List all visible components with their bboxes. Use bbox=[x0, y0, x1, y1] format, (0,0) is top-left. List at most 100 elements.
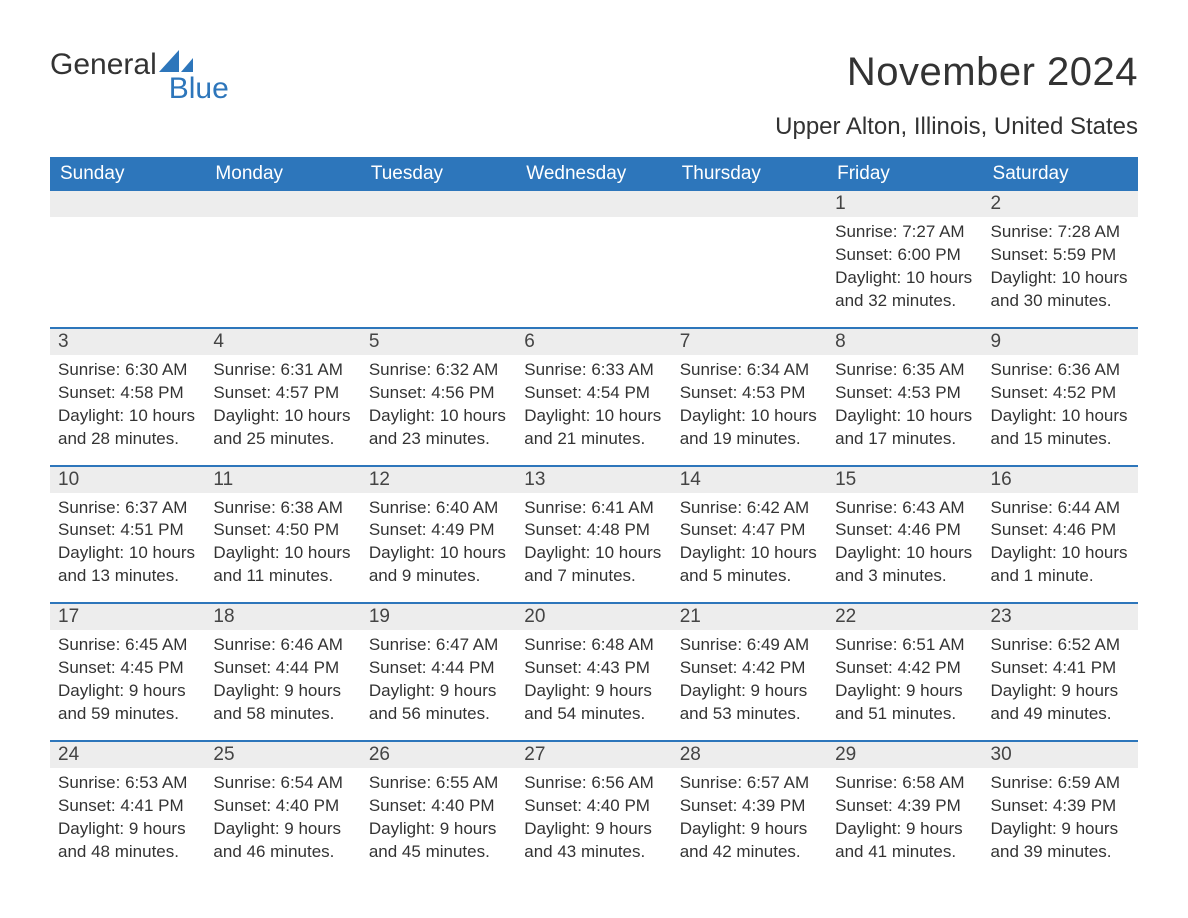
daylight-text: Daylight: 9 hours and 43 minutes. bbox=[524, 818, 663, 864]
day-details: Sunrise: 6:59 AMSunset: 4:39 PMDaylight:… bbox=[983, 768, 1138, 864]
day-cell bbox=[50, 191, 205, 313]
sunrise-text: Sunrise: 6:34 AM bbox=[680, 359, 819, 382]
day-number: 30 bbox=[983, 742, 1138, 768]
days-of-week-header: Sunday Monday Tuesday Wednesday Thursday… bbox=[50, 157, 1138, 191]
day-details: Sunrise: 7:28 AMSunset: 5:59 PMDaylight:… bbox=[983, 217, 1138, 313]
day-details: Sunrise: 6:42 AMSunset: 4:47 PMDaylight:… bbox=[672, 493, 827, 589]
sunset-text: Sunset: 4:49 PM bbox=[369, 519, 508, 542]
daylight-text: Daylight: 9 hours and 58 minutes. bbox=[213, 680, 352, 726]
day-details: Sunrise: 6:41 AMSunset: 4:48 PMDaylight:… bbox=[516, 493, 671, 589]
sunrise-text: Sunrise: 7:27 AM bbox=[835, 221, 974, 244]
sunset-text: Sunset: 4:39 PM bbox=[680, 795, 819, 818]
sunrise-text: Sunrise: 6:48 AM bbox=[524, 634, 663, 657]
day-cell: 30Sunrise: 6:59 AMSunset: 4:39 PMDayligh… bbox=[983, 742, 1138, 864]
sunset-text: Sunset: 4:46 PM bbox=[835, 519, 974, 542]
brand-word2: Blue bbox=[169, 75, 229, 102]
day-number: 3 bbox=[50, 329, 205, 355]
day-details: Sunrise: 6:31 AMSunset: 4:57 PMDaylight:… bbox=[205, 355, 360, 451]
sunrise-text: Sunrise: 6:59 AM bbox=[991, 772, 1130, 795]
sunset-text: Sunset: 4:40 PM bbox=[213, 795, 352, 818]
dow-saturday: Saturday bbox=[983, 157, 1138, 191]
day-cell: 16 Sunrise: 6:44 AMSunset: 4:46 PMDayligh… bbox=[983, 467, 1138, 589]
day-details: Sunrise: 6:36 AMSunset: 4:52 PMDaylight:… bbox=[983, 355, 1138, 451]
day-cell: 12Sunrise: 6:40 AMSunset: 4:49 PMDayligh… bbox=[361, 467, 516, 589]
week-row: 1Sunrise: 7:27 AMSunset: 6:00 PMDaylight… bbox=[50, 191, 1138, 327]
sunset-text: Sunset: 5:59 PM bbox=[991, 244, 1130, 267]
page-header: General Blue November 2024 Upper Alton, … bbox=[50, 50, 1138, 151]
day-cell: 25Sunrise: 6:54 AMSunset: 4:40 PMDayligh… bbox=[205, 742, 360, 864]
dow-thursday: Thursday bbox=[672, 157, 827, 191]
sunrise-text: Sunrise: 6:40 AM bbox=[369, 497, 508, 520]
sunset-text: Sunset: 4:47 PM bbox=[680, 519, 819, 542]
sunrise-text: Sunrise: 6:35 AM bbox=[835, 359, 974, 382]
day-number: 6 bbox=[516, 329, 671, 355]
day-details: Sunrise: 6:32 AMSunset: 4:56 PMDaylight:… bbox=[361, 355, 516, 451]
sunset-text: Sunset: 4:48 PM bbox=[524, 519, 663, 542]
daylight-text: Daylight: 10 hours and 30 minutes. bbox=[991, 267, 1130, 313]
daylight-text: Daylight: 10 hours and 3 minutes. bbox=[835, 542, 974, 588]
day-details: Sunrise: 6:53 AMSunset: 4:41 PMDaylight:… bbox=[50, 768, 205, 864]
day-cell bbox=[205, 191, 360, 313]
sunset-text: Sunset: 4:58 PM bbox=[58, 382, 197, 405]
daylight-text: Daylight: 10 hours and 1 minute. bbox=[991, 542, 1130, 588]
day-number: 23 bbox=[983, 604, 1138, 630]
daylight-text: Daylight: 10 hours and 28 minutes. bbox=[58, 405, 197, 451]
day-number: 16 bbox=[983, 467, 1138, 493]
sunset-text: Sunset: 6:00 PM bbox=[835, 244, 974, 267]
day-cell: 22Sunrise: 6:51 AMSunset: 4:42 PMDayligh… bbox=[827, 604, 982, 726]
day-number: 11 bbox=[205, 467, 360, 493]
day-cell bbox=[361, 191, 516, 313]
daylight-text: Daylight: 10 hours and 19 minutes. bbox=[680, 405, 819, 451]
day-cell: 7Sunrise: 6:34 AMSunset: 4:53 PMDaylight… bbox=[672, 329, 827, 451]
day-number bbox=[50, 191, 205, 217]
day-cell: 10Sunrise: 6:37 AMSunset: 4:51 PMDayligh… bbox=[50, 467, 205, 589]
day-details: Sunrise: 6:51 AMSunset: 4:42 PMDaylight:… bbox=[827, 630, 982, 726]
sunrise-text: Sunrise: 6:58 AM bbox=[835, 772, 974, 795]
day-cell: 18Sunrise: 6:46 AMSunset: 4:44 PMDayligh… bbox=[205, 604, 360, 726]
daylight-text: Daylight: 9 hours and 41 minutes. bbox=[835, 818, 974, 864]
day-cell: 9Sunrise: 6:36 AMSunset: 4:52 PMDaylight… bbox=[983, 329, 1138, 451]
sunset-text: Sunset: 4:52 PM bbox=[991, 382, 1130, 405]
day-details: Sunrise: 6:47 AMSunset: 4:44 PMDaylight:… bbox=[361, 630, 516, 726]
day-details: Sunrise: 6:30 AMSunset: 4:58 PMDaylight:… bbox=[50, 355, 205, 451]
sunrise-text: Sunrise: 6:38 AM bbox=[213, 497, 352, 520]
sunrise-text: Sunrise: 6:55 AM bbox=[369, 772, 508, 795]
day-cell: 23Sunrise: 6:52 AMSunset: 4:41 PMDayligh… bbox=[983, 604, 1138, 726]
sunset-text: Sunset: 4:44 PM bbox=[369, 657, 508, 680]
daylight-text: Daylight: 10 hours and 15 minutes. bbox=[991, 405, 1130, 451]
dow-wednesday: Wednesday bbox=[516, 157, 671, 191]
daylight-text: Daylight: 9 hours and 53 minutes. bbox=[680, 680, 819, 726]
sunset-text: Sunset: 4:57 PM bbox=[213, 382, 352, 405]
daylight-text: Daylight: 10 hours and 9 minutes. bbox=[369, 542, 508, 588]
day-cell bbox=[516, 191, 671, 313]
sunrise-text: Sunrise: 6:57 AM bbox=[680, 772, 819, 795]
day-details: Sunrise: 6:45 AMSunset: 4:45 PMDaylight:… bbox=[50, 630, 205, 726]
sunset-text: Sunset: 4:46 PM bbox=[991, 519, 1130, 542]
day-details: Sunrise: 6:40 AMSunset: 4:49 PMDaylight:… bbox=[361, 493, 516, 589]
daylight-text: Daylight: 10 hours and 17 minutes. bbox=[835, 405, 974, 451]
sunset-text: Sunset: 4:43 PM bbox=[524, 657, 663, 680]
day-cell: 1Sunrise: 7:27 AMSunset: 6:00 PMDaylight… bbox=[827, 191, 982, 313]
sunset-text: Sunset: 4:40 PM bbox=[369, 795, 508, 818]
day-number: 25 bbox=[205, 742, 360, 768]
day-details: Sunrise: 6:54 AMSunset: 4:40 PMDaylight:… bbox=[205, 768, 360, 864]
day-cell: 15Sunrise: 6:43 AMSunset: 4:46 PMDayligh… bbox=[827, 467, 982, 589]
day-number: 9 bbox=[983, 329, 1138, 355]
sunrise-text: Sunrise: 6:30 AM bbox=[58, 359, 197, 382]
day-cell: 21Sunrise: 6:49 AMSunset: 4:42 PMDayligh… bbox=[672, 604, 827, 726]
dow-monday: Monday bbox=[205, 157, 360, 191]
sunrise-text: Sunrise: 6:43 AM bbox=[835, 497, 974, 520]
day-number: 21 bbox=[672, 604, 827, 630]
sunset-text: Sunset: 4:39 PM bbox=[835, 795, 974, 818]
day-details: Sunrise: 6:35 AMSunset: 4:53 PMDaylight:… bbox=[827, 355, 982, 451]
daylight-text: Daylight: 10 hours and 25 minutes. bbox=[213, 405, 352, 451]
daylight-text: Daylight: 9 hours and 56 minutes. bbox=[369, 680, 508, 726]
day-number: 1 bbox=[827, 191, 982, 217]
day-number: 29 bbox=[827, 742, 982, 768]
sunset-text: Sunset: 4:42 PM bbox=[680, 657, 819, 680]
dow-friday: Friday bbox=[827, 157, 982, 191]
day-details: Sunrise: 7:27 AMSunset: 6:00 PMDaylight:… bbox=[827, 217, 982, 313]
day-details: Sunrise: 6:57 AMSunset: 4:39 PMDaylight:… bbox=[672, 768, 827, 864]
sunrise-text: Sunrise: 6:45 AM bbox=[58, 634, 197, 657]
sunrise-text: Sunrise: 6:44 AM bbox=[991, 497, 1130, 520]
